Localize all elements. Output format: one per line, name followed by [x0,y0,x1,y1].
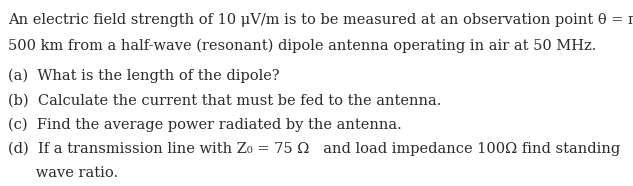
Text: wave ratio.: wave ratio. [8,166,118,180]
Text: (c)  Find the average power radiated by the antenna.: (c) Find the average power radiated by t… [8,117,402,132]
Text: (b)  Calculate the current that must be fed to the antenna.: (b) Calculate the current that must be f… [8,93,442,108]
Text: 500 km from a half-wave (resonant) dipole antenna operating in air at 50 MHz.: 500 km from a half-wave (resonant) dipol… [8,38,597,53]
Text: (d)  If a transmission line with Z₀ = 75 Ω   and load impedance 100Ω find standi: (d) If a transmission line with Z₀ = 75 … [8,142,620,156]
Text: An electric field strength of 10 μV/m is to be measured at an observation point : An electric field strength of 10 μV/m is… [8,12,633,27]
Text: (a)  What is the length of the dipole?: (a) What is the length of the dipole? [8,69,280,84]
